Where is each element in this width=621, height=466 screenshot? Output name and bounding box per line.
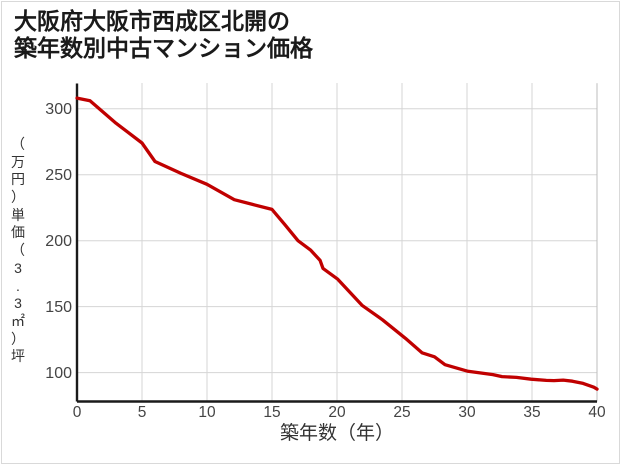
svg-text:250: 250 [45,167,72,184]
svg-text:100: 100 [45,365,72,382]
svg-text:200: 200 [45,233,72,250]
svg-text:150: 150 [45,299,72,316]
svg-text:300: 300 [45,101,72,118]
